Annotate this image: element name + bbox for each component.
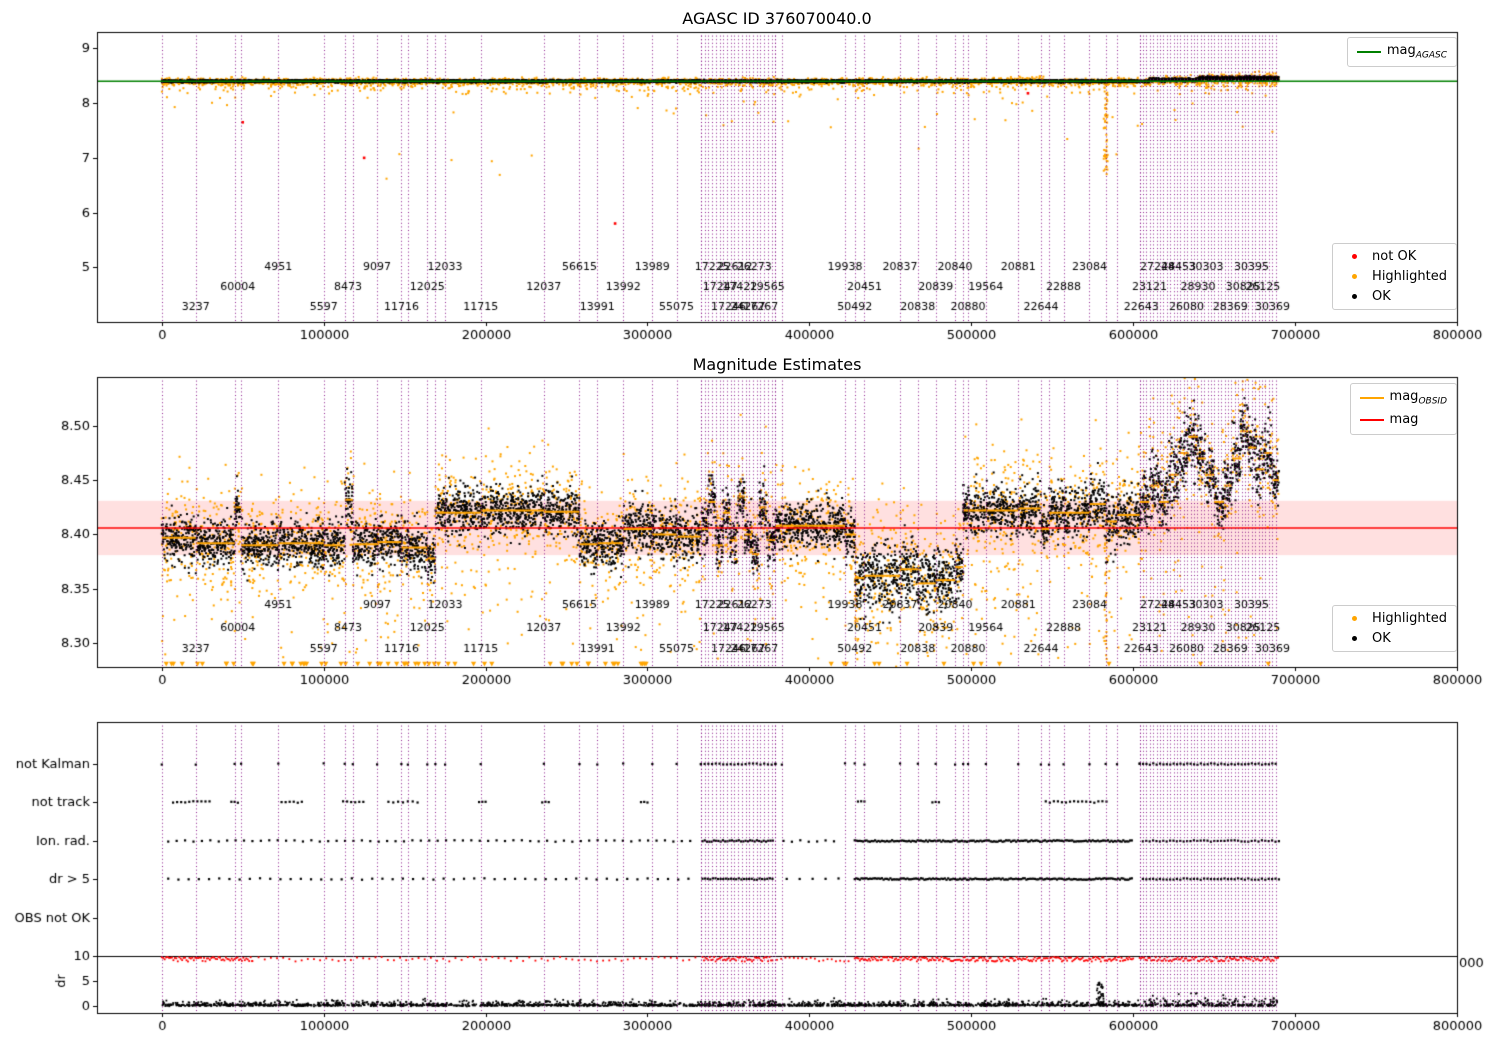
- ok-dot-icon-2: [1342, 636, 1366, 641]
- legend-label-not-ok: not OK: [1372, 249, 1417, 264]
- legend-label-mag-agasc: magAGASC: [1386, 43, 1447, 61]
- legend-label-mag-obsid: magOBSID: [1389, 389, 1447, 407]
- legend-label-ok-2: OK: [1372, 631, 1391, 646]
- legend-item-highlighted: Highlighted: [1342, 269, 1447, 284]
- legend-item-mag-obsid: magOBSID: [1359, 389, 1447, 407]
- plot2-title: Magnitude Estimates: [692, 355, 862, 374]
- legend-item-ok-2: OK: [1342, 631, 1447, 646]
- legend-mag-lines: magOBSID mag: [1349, 383, 1457, 436]
- mag-agasc-line-swatch: [1356, 50, 1381, 53]
- legend-point-flags: not OK Highlighted OK: [1332, 243, 1457, 310]
- ok-dot-icon: [1342, 294, 1366, 299]
- legend-item-mag-agasc: magAGASC: [1356, 43, 1447, 61]
- legend-label-highlighted-2: Highlighted: [1372, 611, 1447, 626]
- legend-item-highlighted-2: Highlighted: [1342, 611, 1447, 626]
- not-ok-dot-icon: [1342, 254, 1366, 259]
- highlighted-dot-icon: [1342, 274, 1366, 279]
- legend-label-ok: OK: [1372, 289, 1391, 304]
- legend-label-highlighted: Highlighted: [1372, 269, 1447, 284]
- mag-obsid-line-swatch: [1359, 396, 1384, 399]
- legend-label-mag: mag: [1389, 411, 1419, 427]
- mag-line-swatch: [1359, 419, 1384, 422]
- legend-item-ok: OK: [1342, 289, 1447, 304]
- legend-item-not-ok: not OK: [1342, 249, 1447, 264]
- legend-points-2: Highlighted OK: [1332, 605, 1457, 652]
- highlighted-dot-icon-2: [1342, 616, 1366, 621]
- plot1-title: AGASC ID 376070040.0: [682, 9, 872, 28]
- legend-item-mag: mag: [1359, 411, 1447, 430]
- legend-mag-agasc: magAGASC: [1346, 37, 1457, 67]
